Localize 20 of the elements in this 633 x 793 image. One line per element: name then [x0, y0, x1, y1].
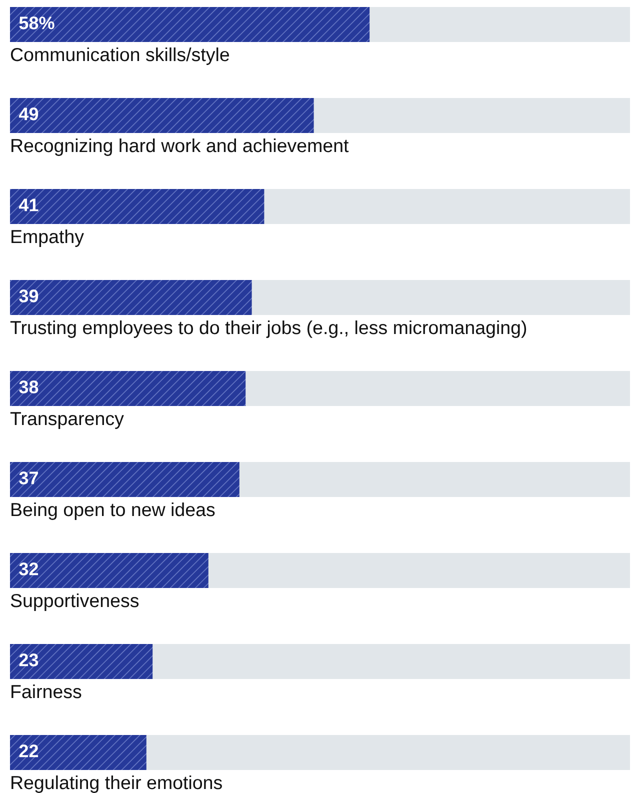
y-tick-label: Communication skills/style — [10, 47, 230, 65]
y-tick-label: Empathy — [12, 229, 84, 247]
data-label: 37 — [19, 472, 38, 484]
y-tick-label: Trusting employees to do their jobs (e.g., less micromanaging) — [10, 320, 526, 338]
y-tick-label: Regulating their emotions — [12, 775, 222, 793]
data-label: 32 — [19, 562, 38, 576]
data-label: 22 — [19, 744, 38, 758]
y-tick-label: Being open to new ideas — [12, 502, 215, 520]
data-label: 58% — [19, 16, 54, 30]
data-label: 38 — [19, 380, 38, 394]
y-tick-label: Fairness — [12, 684, 82, 698]
y-tick-label: Recognizing hard work and achievement — [12, 138, 349, 156]
data-label: 39 — [19, 290, 38, 302]
bar — [10, 735, 146, 770]
data-label: 23 — [19, 654, 38, 666]
data-label: 49 — [18, 108, 38, 120]
bar — [10, 644, 153, 679]
y-tick-label: Supportiveness — [10, 593, 139, 611]
data-label: 41 — [18, 198, 38, 212]
y-tick-label: Transparency — [10, 412, 124, 429]
